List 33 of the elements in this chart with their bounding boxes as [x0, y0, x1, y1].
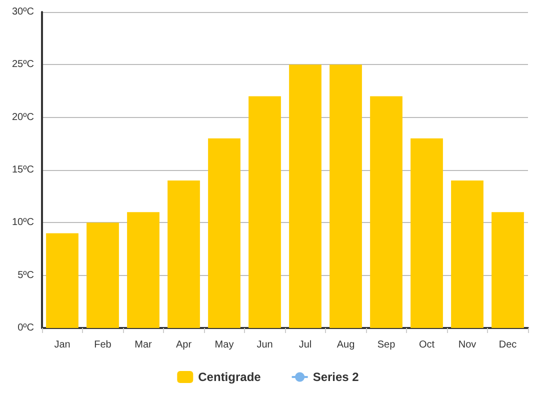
bar — [46, 233, 78, 328]
x-tick-label: Aug — [336, 340, 355, 350]
bar — [248, 96, 281, 328]
bar — [86, 222, 119, 328]
x-tick-label: Jan — [54, 340, 70, 350]
legend-label: Centigrade — [198, 370, 262, 384]
bar — [208, 138, 240, 328]
x-tick-label: Apr — [176, 340, 192, 350]
bar — [492, 212, 524, 328]
bar — [289, 64, 322, 328]
legend-label: Series 2 — [312, 370, 360, 384]
bar — [168, 180, 200, 328]
bar — [330, 64, 362, 328]
bar — [127, 212, 160, 328]
y-tick-label: 0ºC — [18, 322, 34, 334]
x-tick-label: Jun — [256, 340, 273, 350]
bar — [410, 138, 443, 328]
y-tick-label: 5ºC — [18, 270, 34, 281]
x-tick-label: Sep — [377, 340, 396, 350]
x-tick-label: May — [214, 340, 234, 350]
x-tick-label: Jul — [298, 340, 312, 350]
y-tick-label: 20ºC — [12, 112, 34, 123]
y-tick-label: 25ºC — [12, 59, 34, 70]
bar — [451, 180, 484, 328]
x-tick-label: Mar — [134, 340, 153, 350]
x-tick-label: Feb — [94, 340, 112, 350]
x-tick-label: Oct — [418, 340, 435, 350]
y-tick-label: 30ºC — [12, 6, 34, 18]
y-tick-label: 10ºC — [12, 217, 34, 228]
x-tick-label: Dec — [498, 340, 517, 350]
x-tick-label: Nov — [458, 340, 476, 350]
bar — [370, 96, 402, 328]
y-tick-label: 15ºC — [12, 164, 34, 176]
